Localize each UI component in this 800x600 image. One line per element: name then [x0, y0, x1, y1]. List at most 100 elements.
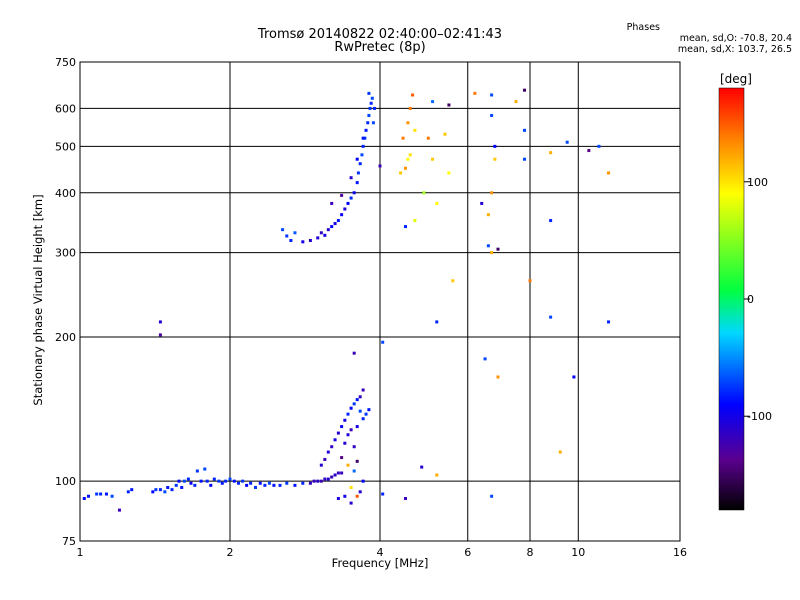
data-point [316, 479, 320, 483]
data-point [330, 201, 334, 205]
data-point [371, 121, 375, 125]
data-point [361, 479, 365, 483]
data-point [447, 103, 451, 107]
data-point [490, 93, 494, 97]
data-point [232, 479, 236, 483]
data-point [203, 467, 207, 471]
data-point [403, 225, 407, 229]
data-point [340, 425, 344, 429]
data-point [217, 479, 221, 483]
x-tick-label: 10 [571, 546, 585, 559]
data-point [104, 492, 108, 496]
data-point [99, 492, 103, 496]
data-point [285, 234, 289, 238]
data-point [528, 279, 532, 283]
data-point [403, 166, 407, 170]
data-point [323, 233, 327, 237]
data-point [597, 144, 601, 148]
data-point [319, 231, 323, 235]
data-point [373, 106, 377, 110]
data-point [333, 222, 337, 226]
data-point [182, 479, 186, 483]
data-point [158, 320, 162, 324]
data-point [435, 201, 439, 205]
data-point [212, 477, 216, 481]
data-point [587, 149, 591, 153]
data-point [340, 193, 344, 197]
data-point [346, 201, 350, 205]
data-point [435, 320, 439, 324]
data-point [368, 106, 372, 110]
data-point [189, 481, 193, 485]
data-point [486, 244, 490, 248]
data-point [249, 481, 253, 485]
data-point [514, 100, 518, 104]
data-point [326, 477, 330, 481]
data-point [343, 441, 347, 445]
data-point [193, 483, 197, 487]
data-point [349, 485, 353, 489]
data-point [293, 483, 297, 487]
data-point [117, 508, 121, 512]
data-point [336, 471, 340, 475]
data-point [367, 113, 371, 117]
data-point [361, 417, 365, 421]
data-point [343, 494, 347, 498]
data-point [496, 247, 500, 251]
data-point [326, 450, 330, 454]
data-point [285, 481, 289, 485]
data-point [408, 153, 412, 157]
data-point [228, 477, 232, 481]
y-tick-label: 100 [55, 475, 76, 488]
x-axis-label: Frequency [MHz] [331, 556, 429, 570]
data-point [130, 488, 134, 492]
data-point [308, 481, 312, 485]
data-point [352, 469, 356, 473]
data-point [490, 191, 494, 195]
data-point [358, 409, 362, 413]
data-point [361, 136, 365, 140]
data-point [220, 481, 224, 485]
data-point [411, 93, 415, 97]
data-point [281, 228, 285, 232]
data-point [406, 157, 410, 161]
data-point [355, 425, 359, 429]
x-tick-label: 6 [464, 546, 471, 559]
data-point [367, 91, 371, 95]
colorbar-tick-label: 0 [747, 293, 754, 306]
data-point [607, 320, 611, 324]
data-point [293, 231, 297, 235]
data-point [154, 488, 158, 492]
data-point [263, 483, 267, 487]
data-point [151, 490, 155, 494]
data-point [340, 213, 344, 217]
data-point [289, 238, 293, 242]
y-tick-label: 750 [55, 56, 76, 69]
data-point [95, 492, 99, 496]
data-point [490, 113, 494, 117]
data-point [209, 483, 213, 487]
data-point [346, 463, 350, 467]
data-point [360, 153, 364, 157]
data-point [110, 494, 114, 498]
data-point [361, 144, 365, 148]
data-point [199, 479, 203, 483]
data-point [352, 351, 356, 355]
data-point [245, 483, 249, 487]
data-point [549, 315, 553, 319]
data-point [323, 457, 327, 461]
data-point [370, 96, 374, 100]
data-point [352, 445, 356, 449]
data-point [195, 469, 199, 473]
data-point [326, 228, 330, 232]
data-point [523, 157, 527, 161]
data-point [565, 140, 569, 144]
data-point [381, 340, 385, 344]
y-tick-label: 300 [55, 247, 76, 260]
data-point [355, 157, 359, 161]
data-point [253, 485, 257, 489]
data-point [483, 357, 487, 361]
y-tick-label: 400 [55, 187, 76, 200]
x-tick-label: 2 [227, 546, 234, 559]
